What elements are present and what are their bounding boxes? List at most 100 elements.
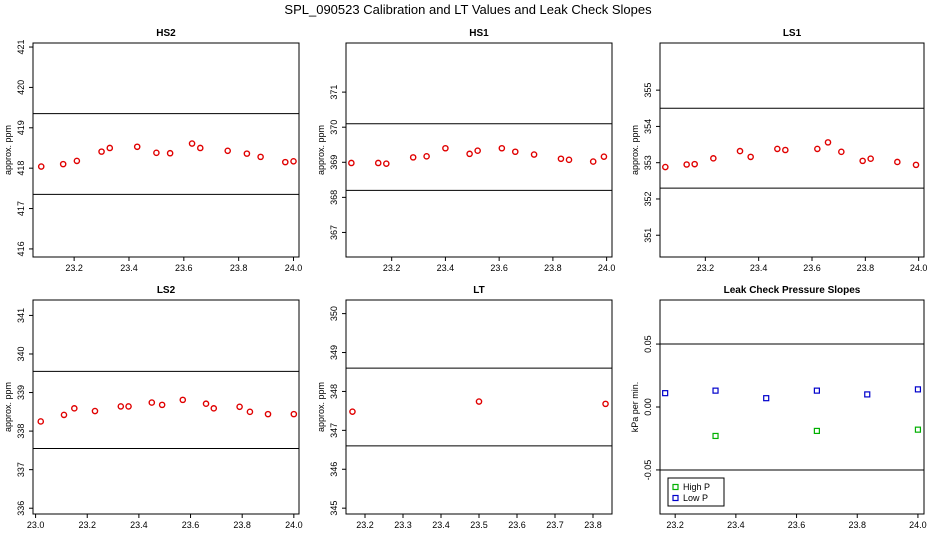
data-point (600, 153, 608, 160)
plot-frame (659, 42, 925, 258)
y-tick-label: 352 (643, 191, 653, 206)
data-point (691, 160, 698, 168)
x-tick-label: 23.4 (432, 520, 450, 530)
data-point (683, 161, 690, 168)
y-tick-label: 348 (329, 384, 339, 399)
data-point (557, 155, 565, 163)
y-axis-label: kPa per min. (630, 382, 640, 433)
y-tick-label: 341 (16, 308, 26, 323)
data-point (166, 149, 174, 157)
chart-panel-3: LS1 23.2 23.4 23.6 23.8 24.0 351 352 353 354 355 ap… (630, 28, 927, 273)
panel-title: HS2 (156, 28, 176, 39)
data-point (565, 156, 573, 164)
panel-title: LT (473, 285, 484, 296)
data-point (824, 139, 832, 146)
data-point (60, 411, 68, 419)
data-point (37, 163, 45, 170)
y-tick-label: 355 (643, 83, 653, 98)
panel-title: HS1 (469, 28, 489, 39)
data-point (196, 144, 204, 152)
data-point (59, 160, 67, 168)
chart-panel-4: LS2 23.0 23.2 23.4 23.6 23.8 24.0 336 337 338 339 3… (3, 285, 303, 530)
data-point (409, 154, 417, 161)
y-tick-label: 351 (643, 228, 653, 243)
y-tick-label: 371 (329, 85, 339, 100)
data-point (747, 153, 754, 161)
data-point (202, 400, 210, 408)
data-point (236, 403, 243, 411)
data-point (243, 150, 251, 157)
data-point (511, 148, 519, 156)
y-tick-label: 420 (16, 80, 26, 95)
x-tick-label: 23.4 (750, 263, 768, 273)
x-tick-label: 23.6 (803, 263, 821, 273)
x-tick-label: 24.0 (285, 520, 303, 530)
data-point (106, 144, 114, 152)
data-point (712, 387, 719, 394)
y-tick-label: 416 (16, 241, 26, 256)
data-point (37, 418, 45, 425)
y-tick-label: 0.00 (643, 398, 653, 416)
data-point (864, 391, 871, 398)
data-point (153, 149, 160, 157)
x-tick-label: 23.5 (470, 520, 488, 530)
data-point (117, 403, 125, 410)
y-tick-label: 421 (16, 40, 26, 55)
y-tick-label: 353 (643, 155, 653, 170)
panel-title: LS2 (157, 285, 176, 296)
panel-title: Leak Check Pressure Slopes (724, 285, 861, 296)
data-point (867, 155, 874, 163)
data-point (838, 148, 845, 156)
x-tick-label: 23.6 (490, 263, 508, 273)
x-tick-label: 23.8 (848, 520, 866, 530)
x-tick-label: 23.0 (27, 520, 45, 530)
x-tick-label: 23.2 (697, 263, 715, 273)
x-tick-label: 23.2 (78, 520, 96, 530)
data-point (530, 151, 538, 158)
y-tick-label: 345 (329, 501, 339, 516)
plot-frame (345, 299, 613, 515)
data-point (179, 396, 187, 404)
chart-panel-6: Leak Check Pressure Slopes 23.2 23.4 23.6 23… (630, 285, 927, 530)
data-point (73, 157, 81, 165)
data-point (290, 158, 297, 165)
x-tick-label: 23.6 (182, 520, 200, 530)
y-tick-label: 419 (16, 120, 26, 135)
y-tick-label: 350 (329, 306, 339, 321)
data-point (91, 407, 99, 415)
data-point (257, 153, 264, 161)
data-point (894, 158, 901, 166)
data-point (210, 405, 218, 412)
plot-frame (32, 299, 300, 515)
chart-panel-5: LT 23.2 23.3 23.4 23.5 23.6 23.7 23.8 345 346 347 3… (316, 285, 613, 530)
data-point (224, 147, 232, 155)
data-point (442, 144, 449, 152)
data-point (498, 144, 506, 152)
data-point (383, 160, 390, 167)
data-point (662, 390, 669, 397)
x-tick-label: 23.6 (788, 520, 806, 530)
y-tick-label: 340 (16, 346, 26, 361)
x-tick-label: 23.4 (437, 263, 455, 273)
x-tick-label: 23.7 (546, 520, 564, 530)
y-tick-label: 369 (329, 155, 339, 170)
legend-swatch (672, 483, 679, 491)
x-tick-label: 23.6 (508, 520, 526, 530)
data-point (589, 158, 597, 165)
plot-frame (345, 42, 613, 258)
y-tick-label: 367 (329, 225, 339, 240)
x-tick-label: 23.2 (65, 263, 83, 273)
data-point (763, 395, 770, 402)
data-point (602, 400, 609, 408)
y-tick-label: 0.05 (643, 335, 653, 353)
y-axis-label: approx. ppm (3, 382, 13, 432)
data-point (662, 163, 669, 171)
x-tick-label: 23.4 (120, 263, 138, 273)
data-point (290, 410, 298, 418)
x-tick-label: 24.0 (910, 263, 928, 273)
chart-panel-1: HS2 23.2 23.4 23.6 23.8 24.0 416 417 418 419 420 42… (3, 28, 302, 273)
data-point (348, 159, 355, 167)
data-point (466, 150, 473, 158)
y-tick-label: 346 (329, 462, 339, 477)
